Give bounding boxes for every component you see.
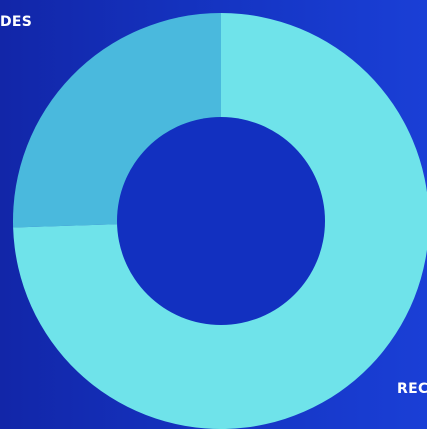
slice-label-des: DES bbox=[0, 14, 33, 30]
donut-hole bbox=[117, 117, 325, 325]
slice-label-rec: REC bbox=[397, 381, 427, 397]
slice-rec bbox=[13, 13, 427, 429]
